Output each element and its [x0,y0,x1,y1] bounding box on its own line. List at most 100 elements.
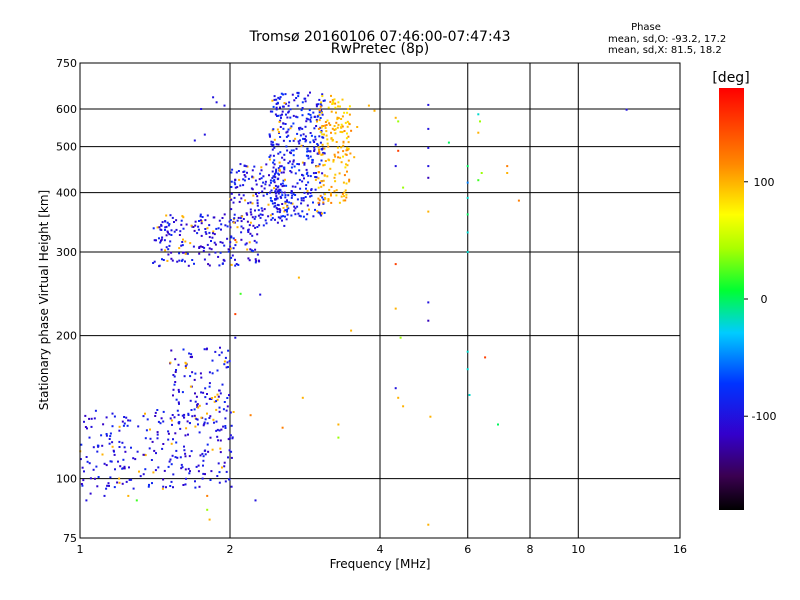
data-point [300,109,303,112]
data-point [273,202,276,205]
data-point [221,241,224,244]
data-point [249,211,252,214]
data-point [187,412,190,415]
data-point [118,477,121,480]
data-point [261,213,264,216]
data-point [291,194,294,197]
data-point [234,244,237,247]
data-point [275,106,278,109]
data-point [171,259,174,262]
data-point [340,118,343,120]
data-point [276,203,279,206]
data-point [317,146,320,149]
data-point [220,351,223,354]
data-point [256,253,259,256]
data-point [340,195,343,198]
data-point [169,361,172,364]
data-point [203,246,206,249]
data-point [291,163,294,166]
data-point [217,227,220,230]
data-point [306,213,309,216]
data-point [203,421,206,424]
data-point [84,414,87,417]
data-point [188,455,191,458]
data-point [279,114,282,117]
data-point [237,170,240,172]
data-point [167,231,169,234]
data-point [171,414,174,416]
data-point [275,170,278,173]
data-point [255,260,258,262]
data-point [281,219,283,222]
data-point [113,453,116,456]
data-point [201,216,204,218]
data-point [322,136,325,139]
chart-title: Tromsø 20160106 07:46:00-07:47:43 [249,29,511,45]
data-point [291,185,294,188]
data-point [314,178,317,181]
data-point [349,152,352,155]
data-point [197,406,200,409]
data-point [345,153,348,156]
data-point [313,146,316,149]
data-point [223,213,226,216]
data-point [217,439,220,442]
data-point [313,148,316,151]
data-point [317,201,320,204]
data-point [167,224,170,227]
data-point [284,215,286,218]
data-point [304,100,307,103]
data-point [324,121,327,123]
data-point [205,402,208,405]
data-point [197,423,199,426]
data-point [336,126,339,129]
data-point [180,223,183,226]
data-point [114,468,116,471]
data-point [178,402,180,405]
data-point [280,171,283,174]
data-point [394,165,397,168]
data-point [268,184,271,187]
data-point [224,417,227,420]
x-tick-label: 8 [527,543,534,556]
data-point [189,399,192,402]
data-point [200,222,203,225]
data-point [305,218,308,221]
data-point [468,394,471,396]
data-point [174,358,177,361]
data-point [271,202,274,205]
data-point [477,179,480,182]
data-point [130,446,132,449]
data-point [176,456,179,459]
data-point [290,166,293,169]
data-point [245,165,248,168]
data-point [230,235,233,238]
data-point [315,176,318,179]
data-point [177,363,180,366]
data-point [96,444,99,447]
data-point [281,113,283,116]
data-point [320,126,323,129]
data-point [337,101,340,104]
data-point [625,108,628,111]
data-point [304,196,307,198]
data-point [332,100,335,103]
data-point [196,232,199,235]
data-point [212,418,215,421]
data-point [334,128,337,131]
data-point [148,483,150,486]
data-point [339,105,341,108]
data-point [289,116,292,119]
data-point [466,165,469,168]
data-point [397,149,400,152]
data-point [329,124,332,126]
data-point [270,199,272,202]
data-point [270,140,273,143]
data-point [480,172,483,174]
data-point [113,486,116,489]
data-point [319,213,322,216]
data-point [322,198,325,201]
data-point [221,383,224,386]
data-point [284,196,287,199]
data-point [168,233,171,236]
